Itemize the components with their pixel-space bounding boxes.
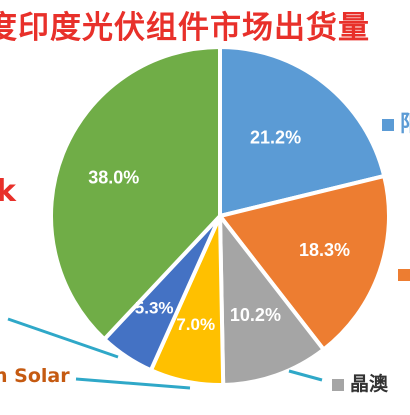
legend-swatch-orange (398, 269, 410, 281)
leader-line-solar (7, 317, 119, 359)
solar-label-fragment: n Solar (0, 365, 70, 387)
slice-gray (218, 214, 326, 387)
pie-slices (49, 45, 391, 387)
slice-orange (218, 174, 391, 352)
slice-gray-label: 10.2% (230, 305, 281, 325)
legend-swatch-blue (382, 119, 394, 131)
slice-green (49, 45, 222, 342)
bottom-right-label-fragment: 晶澳 (332, 369, 388, 396)
chart-title: 度印度光伏组件市场出货量 (0, 10, 370, 46)
legend-swatch-gray (332, 378, 344, 391)
bottom-right-label-text: 晶澳 (350, 373, 389, 395)
slice-yellow-label: 7.0% (176, 315, 215, 334)
leader-lines (7, 317, 323, 390)
slice-green-label: 38.0% (88, 167, 139, 187)
leader-line-gray (288, 369, 323, 382)
left-edge-glyph: k (0, 174, 16, 209)
leader-line-blue (75, 377, 191, 390)
slice-blue (218, 45, 387, 218)
legend-top-fragment: 阳 (382, 106, 410, 138)
slice-dark-blue-label: 5.3% (135, 298, 174, 317)
legend-orange-fragment (398, 262, 410, 287)
slice-orange-label: 18.3% (299, 240, 350, 260)
data-labels: 21.2% 18.3% 10.2% 7.0%5.3% 38.0% (88, 128, 350, 334)
legend-top-text: 阳 (400, 112, 410, 137)
slice-blue-label: 21.2% (250, 128, 301, 148)
